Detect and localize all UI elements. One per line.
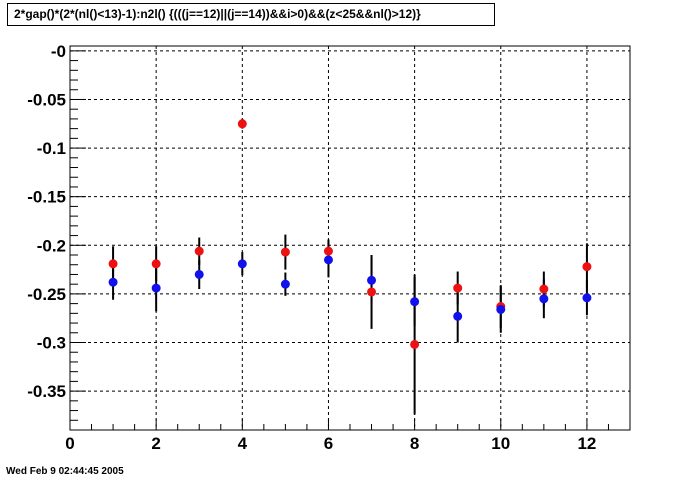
x-tick-label: 12	[577, 434, 596, 453]
y-tick-label: -0.15	[27, 188, 66, 207]
data-point	[237, 119, 247, 129]
y-tick-label: -0.1	[37, 139, 66, 158]
chart-title: 2*gap()*(2*(nl()<13)-1):n2l() {(((j==12)…	[7, 3, 495, 26]
y-tick-label: -0.25	[27, 285, 66, 304]
y-tick-label: -0.35	[27, 382, 66, 401]
x-tick-label: 10	[491, 434, 510, 453]
data-point	[237, 259, 247, 269]
x-tick-label: 2	[151, 434, 160, 453]
data-point	[367, 275, 377, 285]
data-point	[108, 277, 118, 287]
y-tick-label: -0.05	[27, 90, 66, 109]
data-point	[323, 255, 333, 265]
data-point	[151, 283, 161, 293]
data-point	[582, 262, 592, 272]
data-point	[410, 297, 420, 307]
grid	[70, 46, 630, 430]
data-point	[496, 304, 506, 314]
axes: 0 2 4 6 8 10 12 -0 -0.05 -0.1 -0.15 -0.2 -0.25 -0.3 -0…	[27, 42, 631, 453]
data-point	[367, 287, 377, 297]
data-point	[453, 283, 463, 293]
data-point	[280, 279, 290, 289]
y-tick-label: -0.2	[37, 236, 66, 255]
data-point	[410, 339, 420, 349]
data-point	[151, 259, 161, 269]
data-point	[108, 259, 118, 269]
x-tick-label: 6	[324, 434, 333, 453]
data-points	[108, 118, 592, 415]
x-tick-label: 4	[238, 434, 248, 453]
data-point	[582, 293, 592, 303]
data-point	[453, 311, 463, 321]
x-tick-label: 0	[65, 434, 74, 453]
y-tick-label: -0.3	[37, 334, 66, 353]
data-point	[539, 284, 549, 294]
y-tick-label: -0	[51, 42, 66, 61]
data-point	[194, 246, 204, 256]
data-point	[539, 294, 549, 304]
x-tick-label: 8	[410, 434, 419, 453]
data-point	[194, 269, 204, 279]
data-point	[323, 246, 333, 256]
timestamp-footer: Wed Feb 9 02:44:45 2005	[6, 466, 124, 477]
data-point	[280, 247, 290, 257]
plot-frame	[69, 45, 631, 431]
